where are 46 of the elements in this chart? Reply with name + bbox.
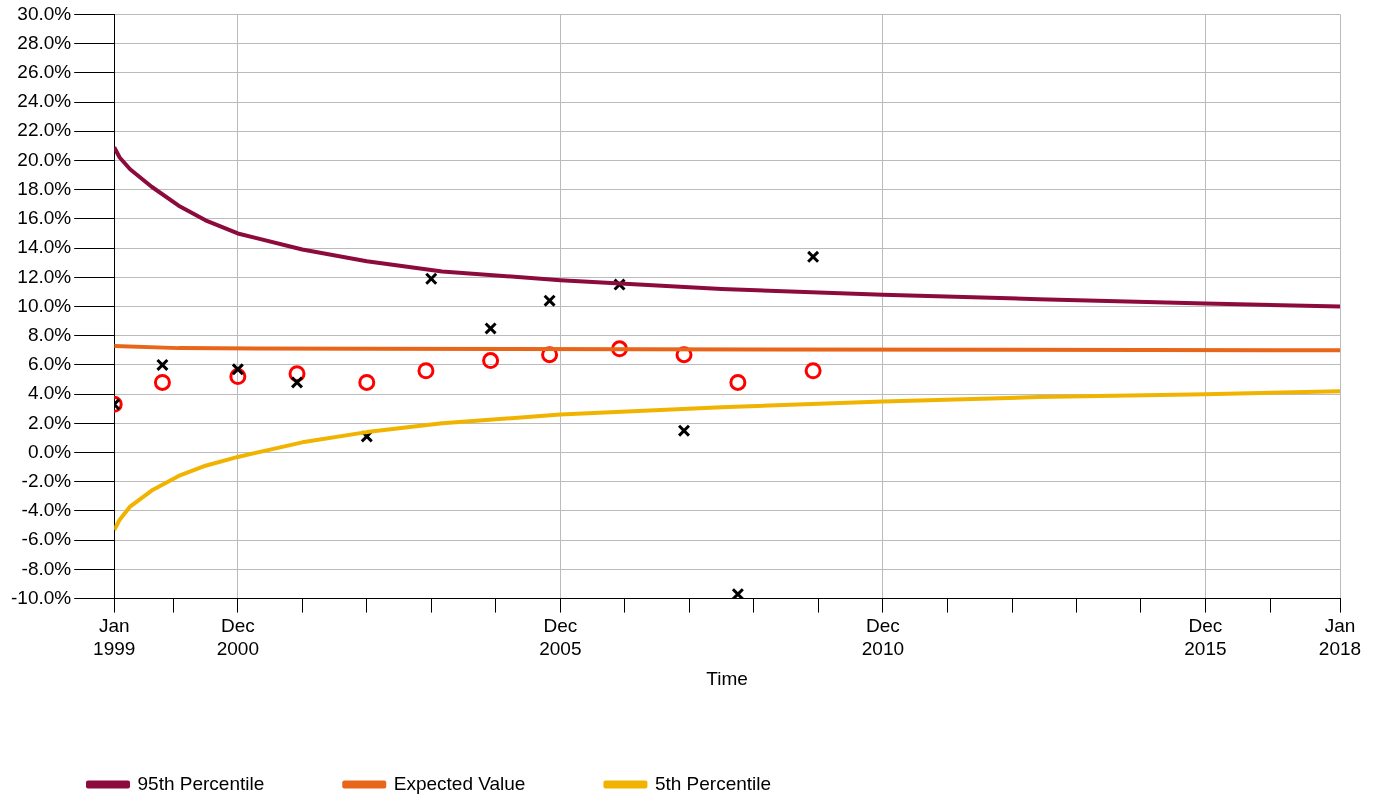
point: [155, 358, 169, 372]
y-tick-label: 18.0%: [17, 177, 72, 199]
x-tick-label: Dec 2010: [861, 615, 905, 660]
point: [358, 373, 376, 391]
point: [729, 373, 747, 391]
y-tick-label: 24.0%: [17, 90, 72, 112]
y-tick-label: 26.0%: [17, 61, 72, 83]
point: [677, 424, 691, 438]
point: [731, 587, 745, 599]
y-tick-label: 30.0%: [17, 2, 72, 24]
y-tick-label: 8.0%: [27, 323, 72, 345]
point: [153, 373, 171, 391]
x-tick-label: Dec 2015: [1184, 615, 1227, 660]
point: [543, 294, 557, 308]
point: [417, 362, 435, 380]
point: [424, 272, 438, 286]
legend-label: 5th Percentile: [654, 772, 772, 794]
y-tick-label: 28.0%: [17, 31, 72, 53]
x-tick-label: Jan 1999: [93, 615, 136, 660]
point: [290, 376, 304, 389]
x-axis-title: Time: [706, 667, 748, 689]
y-tick-label: -8.0%: [21, 557, 72, 579]
point: [804, 362, 822, 380]
y-tick-label: 12.0%: [17, 265, 72, 287]
y-tick-label: 14.0%: [17, 236, 72, 258]
point: [806, 250, 820, 264]
y-tick-label: -4.0%: [21, 499, 72, 521]
y-tick-label: 20.0%: [17, 148, 72, 170]
y-tick-label: 22.0%: [17, 119, 72, 141]
legend-label: 95th Percentile: [137, 772, 265, 794]
point: [231, 362, 245, 376]
legend-label: Expected Value: [393, 772, 526, 794]
y-tick-label: -6.0%: [21, 528, 72, 550]
y-tick-label: -2.0%: [21, 469, 72, 491]
x-tick-label: Dec 2005: [539, 615, 582, 660]
point: [482, 352, 500, 370]
y-tick-label: 4.0%: [27, 382, 72, 404]
y-tick-label: -10.0%: [11, 586, 72, 608]
y-tick-label: 0.0%: [27, 440, 72, 462]
y-tick-label: 16.0%: [17, 207, 72, 229]
x-tick-label: Dec 2000: [216, 615, 259, 660]
y-tick-label: 2.0%: [27, 411, 72, 433]
point: [484, 321, 498, 335]
y-tick-label: 6.0%: [27, 353, 72, 375]
x-tick-label: Jan 2018: [1318, 615, 1362, 660]
y-tick-label: 10.0%: [17, 294, 72, 316]
